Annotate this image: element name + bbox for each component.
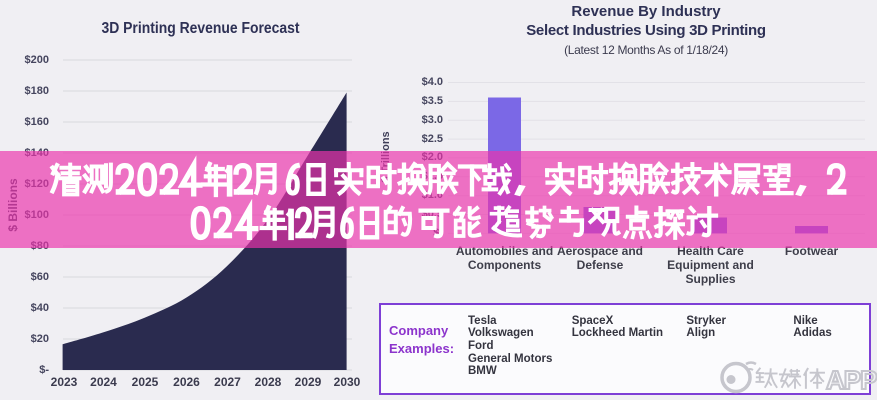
svg-text:APP: APP [826,365,877,395]
